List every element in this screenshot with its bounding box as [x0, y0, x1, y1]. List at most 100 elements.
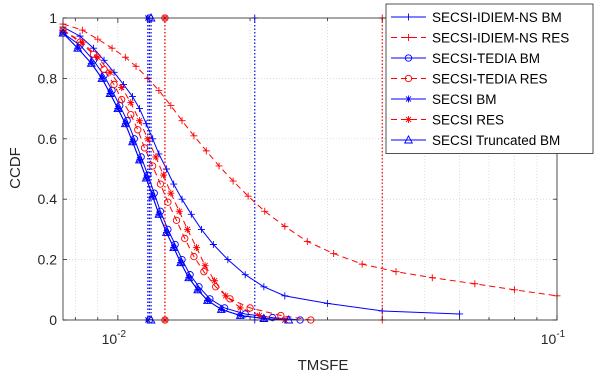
legend-label: SECSI-TEDIA RES — [432, 72, 548, 87]
data-point — [105, 88, 115, 97]
data-point — [106, 68, 114, 76]
data-point — [148, 191, 158, 200]
data-point — [456, 310, 464, 318]
data-point — [94, 53, 102, 61]
data-point — [169, 242, 179, 251]
data-point — [78, 26, 86, 34]
data-point — [134, 154, 145, 164]
data-point — [281, 292, 289, 300]
data-point — [97, 73, 107, 82]
data-point — [190, 252, 198, 261]
data-point — [277, 311, 285, 320]
series-line-7 — [62, 32, 289, 321]
data-point — [129, 93, 137, 101]
legend-marker — [404, 54, 413, 62]
threshold-marker-bottom — [146, 315, 156, 324]
legend-item-6: SECSI RES — [391, 113, 504, 128]
y-tick-label: 0.4 — [38, 191, 58, 207]
legend-item-3: SECSI-TEDIA BM — [391, 51, 540, 66]
data-point — [148, 162, 157, 170]
y-tick-label: 0 — [49, 312, 57, 328]
data-point — [197, 225, 205, 233]
legend-label: SECSI-IDIEM-NS BM — [432, 10, 562, 25]
data-point — [241, 271, 249, 279]
data-point — [127, 136, 138, 146]
data-point — [178, 117, 186, 125]
legend: SECSI-IDIEM-NS BM SECSI-IDIEM-NS RES SECSI… — [385, 3, 594, 154]
data-point — [178, 195, 186, 203]
data-point — [117, 95, 126, 104]
data-point — [202, 147, 210, 155]
data-point — [216, 304, 226, 313]
y-axis-label: CCDF — [7, 147, 24, 189]
data-point — [100, 65, 108, 73]
data-point — [100, 56, 108, 64]
threshold-marker-top — [146, 13, 156, 22]
data-point — [192, 244, 200, 252]
data-point — [94, 35, 102, 43]
legend-item-2: SECSI-IDIEM-NS RES — [391, 31, 569, 46]
data-point — [330, 250, 338, 258]
data-point — [113, 103, 123, 113]
legend-item-4: SECSI-TEDIA RES — [391, 72, 548, 87]
data-point — [193, 284, 203, 294]
data-point — [170, 180, 178, 188]
series-line-6 — [62, 29, 285, 321]
legend-label: SECSI Truncated BM — [432, 133, 560, 148]
data-point — [141, 173, 151, 182]
data-point — [259, 313, 269, 322]
data-point — [156, 180, 165, 188]
legend-item-7: SECSI Truncated BM — [391, 133, 560, 148]
data-point — [235, 310, 245, 319]
legend-item-1: SECSI-IDIEM-NS BM — [391, 10, 562, 25]
data-point — [89, 44, 97, 52]
data-point — [76, 32, 84, 40]
data-point — [209, 241, 217, 248]
data-point — [121, 53, 129, 61]
data-point — [167, 189, 175, 197]
y-tick-label: 0.6 — [38, 131, 58, 147]
legend-label: SECSI-TEDIA BM — [432, 51, 540, 66]
data-point — [222, 292, 230, 300]
y-tick-label: 1 — [49, 10, 57, 26]
data-point — [134, 126, 142, 134]
data-point — [175, 207, 183, 215]
data-point — [110, 80, 118, 89]
data-point — [127, 110, 135, 119]
legend-marker — [403, 135, 414, 144]
data-point — [215, 162, 223, 170]
legend-marker — [405, 116, 412, 123]
data-point — [155, 150, 163, 158]
legend-item-5: SECSI BM — [391, 92, 497, 107]
data-point — [73, 43, 83, 52]
data-point — [226, 295, 234, 303]
data-point — [144, 135, 152, 143]
legend-marker — [404, 74, 413, 83]
series-7 — [58, 13, 294, 324]
data-point — [224, 256, 232, 264]
legend-marker — [405, 95, 412, 103]
data-point — [358, 260, 366, 268]
series-layer — [58, 13, 561, 324]
x-axis-label: TMSFE — [298, 357, 349, 374]
data-point — [187, 210, 195, 218]
data-point — [244, 192, 252, 200]
data-point — [140, 144, 149, 152]
data-point — [236, 304, 244, 312]
data-point — [152, 153, 160, 161]
data-point — [246, 304, 254, 312]
legend-label: SECSI-IDIEM-NS RES — [432, 31, 569, 46]
data-point — [229, 177, 237, 185]
data-point — [176, 257, 186, 267]
data-point — [162, 165, 170, 173]
data-point — [89, 50, 98, 58]
data-point — [142, 120, 150, 128]
data-point — [159, 171, 167, 179]
data-point — [120, 80, 128, 88]
data-point — [132, 62, 140, 70]
data-point — [200, 268, 208, 276]
data-point — [184, 272, 194, 282]
data-point — [392, 268, 400, 276]
series-line-5 — [62, 32, 285, 321]
